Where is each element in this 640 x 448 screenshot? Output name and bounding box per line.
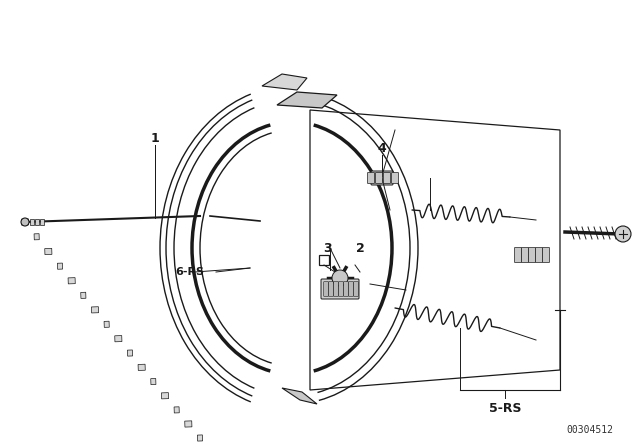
Bar [45,248,52,254]
FancyBboxPatch shape [35,219,39,225]
Bar [81,292,86,298]
Text: 00304512: 00304512 [566,425,614,435]
Text: 6-RS: 6-RS [175,267,204,277]
Bar [68,278,76,284]
Bar [58,263,63,269]
Bar [104,321,109,327]
FancyBboxPatch shape [515,247,522,263]
FancyBboxPatch shape [354,282,358,296]
Text: 2: 2 [356,241,364,254]
FancyBboxPatch shape [392,172,399,184]
FancyBboxPatch shape [333,282,339,296]
FancyBboxPatch shape [522,247,529,263]
Circle shape [615,226,631,242]
FancyBboxPatch shape [371,171,393,185]
FancyBboxPatch shape [383,172,390,184]
FancyBboxPatch shape [376,172,383,184]
FancyBboxPatch shape [329,282,333,296]
Polygon shape [277,92,337,108]
Bar [151,379,156,385]
FancyBboxPatch shape [349,282,353,296]
Bar [174,407,179,413]
Circle shape [21,218,29,226]
Bar [34,234,39,240]
FancyBboxPatch shape [367,172,374,184]
Text: 5-RS: 5-RS [489,401,521,414]
Bar [115,336,122,342]
Text: 3: 3 [323,241,332,254]
Bar [92,307,99,313]
Circle shape [332,270,348,286]
Bar [185,421,192,427]
FancyBboxPatch shape [324,282,328,296]
Polygon shape [262,74,307,90]
FancyBboxPatch shape [529,247,536,263]
Text: 4: 4 [378,142,387,155]
Bar [161,392,168,399]
FancyBboxPatch shape [536,247,543,263]
FancyBboxPatch shape [321,279,359,299]
Polygon shape [282,388,317,404]
Bar [138,364,145,370]
Bar [127,350,132,356]
Text: 1: 1 [150,132,159,145]
FancyBboxPatch shape [543,247,550,263]
FancyBboxPatch shape [30,219,34,225]
FancyBboxPatch shape [40,219,44,225]
Bar [197,435,203,441]
FancyBboxPatch shape [339,282,343,296]
FancyBboxPatch shape [344,282,348,296]
Bar [21,219,29,225]
